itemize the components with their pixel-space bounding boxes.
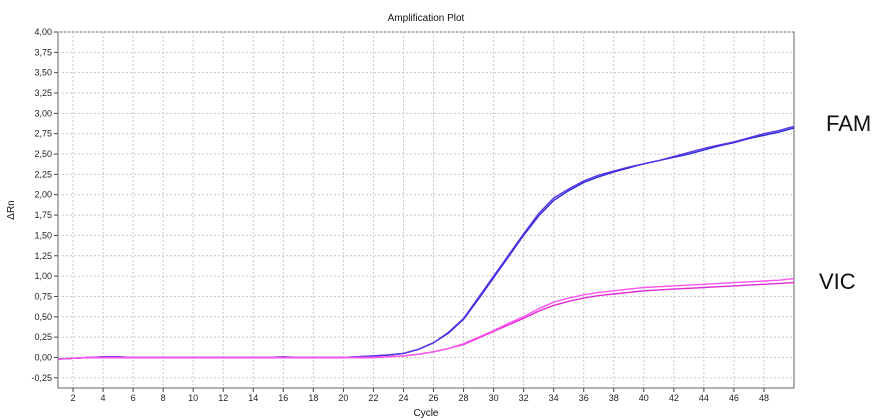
x-tick-label: 32	[519, 393, 529, 403]
y-tick-label: 1,25	[34, 251, 52, 261]
y-tick-label: 4,00	[34, 27, 52, 37]
x-tick-label: 26	[429, 393, 439, 403]
x-tick-label: 44	[699, 393, 709, 403]
x-axis-label: Cycle	[413, 408, 438, 419]
x-tick-label: 8	[161, 393, 166, 403]
series-layer	[57, 125, 795, 360]
x-tick-label: 40	[639, 393, 649, 403]
x-tick-label: 22	[368, 393, 378, 403]
x-axis-ticks: 2 4 6 8 10 12 14 16 18 20 22 24 26 28 30 32 34 36 38 40 42 44…	[71, 388, 769, 403]
x-tick-label: 10	[188, 393, 198, 403]
x-tick-label: 16	[278, 393, 288, 403]
x-tick-label: 18	[308, 393, 318, 403]
y-tick-label: 3,75	[34, 47, 52, 57]
x-tick-label: 12	[218, 393, 228, 403]
x-tick-label: 42	[669, 393, 679, 403]
x-tick-label: 36	[579, 393, 589, 403]
x-tick-label: 24	[398, 393, 408, 403]
x-tick-label: 2	[71, 393, 76, 403]
y-tick-label: 0,25	[34, 332, 52, 342]
x-tick-label: 6	[131, 393, 136, 403]
y-tick-label: 2,00	[34, 190, 52, 200]
grid-lines	[58, 31, 794, 388]
y-tick-label: 2,75	[34, 129, 52, 139]
y-tick-label: 1,00	[34, 271, 52, 281]
x-tick-label: 38	[609, 393, 619, 403]
y-tick-label: 0,75	[34, 291, 52, 301]
y-axis-ticks: -0,25 0,00 0,25 0,50 0,75 1,00 1,25 1,50 1,75 2,0…	[31, 27, 58, 383]
x-tick-label: 28	[459, 393, 469, 403]
x-tick-label: 20	[338, 393, 348, 403]
plot-area	[57, 31, 795, 389]
y-tick-label: 1,50	[34, 230, 52, 240]
vic-series-label: VIC	[819, 269, 856, 294]
y-tick-label: 0,00	[34, 352, 52, 362]
chart-title: Amplification Plot	[388, 13, 465, 24]
x-tick-label: 34	[549, 393, 559, 403]
fam-series-label: FAM	[826, 111, 872, 136]
series-line-4	[57, 277, 795, 360]
x-tick-label: 46	[729, 393, 739, 403]
x-tick-label: 48	[759, 393, 769, 403]
y-tick-label: -0,25	[31, 373, 52, 383]
y-tick-label: 3,50	[34, 68, 52, 78]
y-tick-label: 3,25	[34, 88, 52, 98]
x-tick-label: 14	[248, 393, 258, 403]
y-tick-label: 3,00	[34, 108, 52, 118]
y-tick-label: 2,25	[34, 169, 52, 179]
y-tick-label: 1,75	[34, 210, 52, 220]
y-tick-label: 0,50	[34, 312, 52, 322]
y-tick-label: 2,50	[34, 149, 52, 159]
x-tick-label: 4	[101, 393, 106, 403]
x-tick-label: 30	[489, 393, 499, 403]
y-axis-label: ΔRn	[6, 200, 17, 219]
